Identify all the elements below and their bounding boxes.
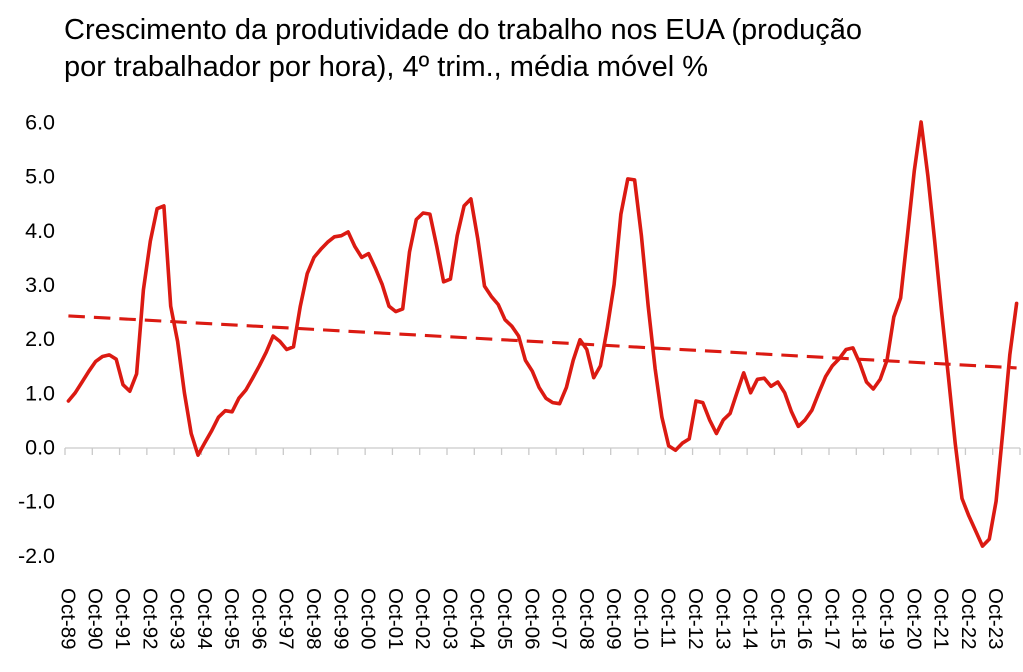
y-tick-label: 2.0 [25, 327, 55, 351]
y-tick-label: 6.0 [25, 110, 55, 134]
y-tick-label: -1.0 [18, 490, 55, 514]
y-tick-label: 4.0 [25, 219, 55, 243]
x-tick-label: Oct-13 [711, 588, 734, 650]
y-axis-labels: 6.0 5.0 4.0 3.0 2.0 1.0 0.0 -1.0 -2.0 [18, 110, 55, 567]
x-tick-label: Oct-07 [548, 588, 571, 650]
x-tick-label: Oct-92 [138, 588, 161, 650]
chart-title-line2: por trabalhador por hora), 4º trim., méd… [64, 51, 709, 83]
y-tick-label: 3.0 [25, 273, 55, 297]
x-tick-label: Oct-00 [357, 588, 380, 650]
y-tick-label: 5.0 [25, 165, 55, 189]
x-tick-label: Oct-08 [575, 588, 598, 650]
x-tick-label: Oct-91 [111, 588, 134, 650]
x-tick-label: Oct-98 [302, 588, 325, 650]
x-tick-label: Oct-93 [166, 588, 189, 650]
y-tick-label: 1.0 [25, 381, 55, 405]
x-tick-label: Oct-05 [493, 588, 516, 650]
x-tick-label: Oct-89 [56, 588, 79, 650]
x-tick-label: Oct-19 [875, 588, 898, 650]
chart-title-line1: Crescimento da produtividade do trabalho… [64, 14, 862, 46]
trend-dashed-line [68, 314, 1017, 370]
trend-line [68, 314, 1017, 370]
x-tick-label: Oct-96 [247, 588, 270, 650]
x-tick-label: Oct-10 [629, 588, 652, 650]
x-axis-labels: Oct-89 Oct-90 Oct-91 Oct-92 Oct-93 Oct-94 Oct-… [56, 588, 1007, 650]
x-tick-label: Oct-12 [684, 588, 707, 650]
x-tick-label: Oct-16 [793, 588, 816, 650]
x-tick-label: Oct-18 [848, 588, 871, 650]
y-tick-label: -2.0 [18, 544, 55, 568]
y-tick-label: 0.0 [25, 436, 55, 460]
x-tick-label: Oct-01 [384, 588, 407, 650]
x-tick-label: Oct-99 [329, 588, 352, 650]
x-tick-label: Oct-09 [602, 588, 625, 650]
x-axis-ticks [64, 448, 1021, 455]
x-tick-label: Oct-11 [657, 588, 680, 648]
x-tick-label: Oct-04 [466, 588, 489, 650]
x-tick-label: Oct-21 [930, 588, 953, 650]
productivity-series-line [66, 120, 1019, 548]
x-tick-label: Oct-95 [220, 588, 243, 650]
chart-title: Crescimento da produtividade do trabalho… [64, 12, 984, 86]
x-tick-label: Oct-94 [193, 588, 216, 650]
x-tick-label: Oct-14 [739, 588, 762, 650]
productivity-line [66, 120, 1019, 548]
x-tick-label: Oct-22 [957, 588, 980, 650]
x-tick-label: Oct-02 [411, 588, 434, 650]
x-tick-label: Oct-97 [275, 588, 298, 650]
x-tick-label: Oct-17 [820, 588, 843, 650]
x-tick-label: Oct-06 [520, 588, 543, 650]
x-tick-label: Oct-15 [766, 588, 789, 650]
x-tick-label: Oct-20 [902, 588, 925, 650]
x-tick-label: Oct-23 [984, 588, 1007, 650]
x-tick-label: Oct-90 [84, 588, 107, 650]
x-tick-label: Oct-03 [438, 588, 461, 650]
